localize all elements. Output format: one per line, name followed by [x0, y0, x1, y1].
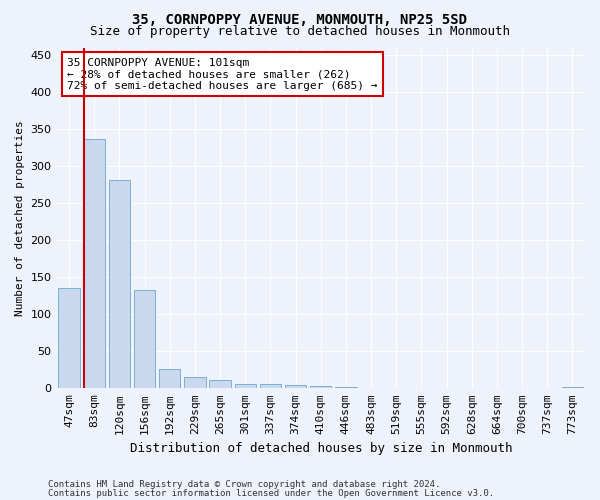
Bar — [159, 369, 181, 388]
Text: 35 CORNPOPPY AVENUE: 101sqm
← 28% of detached houses are smaller (262)
72% of se: 35 CORNPOPPY AVENUE: 101sqm ← 28% of det… — [67, 58, 377, 91]
Text: 35, CORNPOPPY AVENUE, MONMOUTH, NP25 5SD: 35, CORNPOPPY AVENUE, MONMOUTH, NP25 5SD — [133, 12, 467, 26]
Bar — [235, 384, 256, 388]
X-axis label: Distribution of detached houses by size in Monmouth: Distribution of detached houses by size … — [130, 442, 512, 455]
Text: Contains public sector information licensed under the Open Government Licence v3: Contains public sector information licen… — [48, 488, 494, 498]
Text: Size of property relative to detached houses in Monmouth: Size of property relative to detached ho… — [90, 25, 510, 38]
Bar — [83, 140, 105, 388]
Bar — [335, 387, 356, 388]
Y-axis label: Number of detached properties: Number of detached properties — [15, 120, 25, 316]
Bar — [310, 386, 331, 388]
Bar — [109, 180, 130, 388]
Bar — [184, 377, 206, 388]
Bar — [562, 387, 583, 388]
Bar — [285, 386, 307, 388]
Text: Contains HM Land Registry data © Crown copyright and database right 2024.: Contains HM Land Registry data © Crown c… — [48, 480, 440, 489]
Bar — [260, 384, 281, 388]
Bar — [58, 288, 80, 388]
Bar — [209, 380, 231, 388]
Bar — [134, 290, 155, 388]
